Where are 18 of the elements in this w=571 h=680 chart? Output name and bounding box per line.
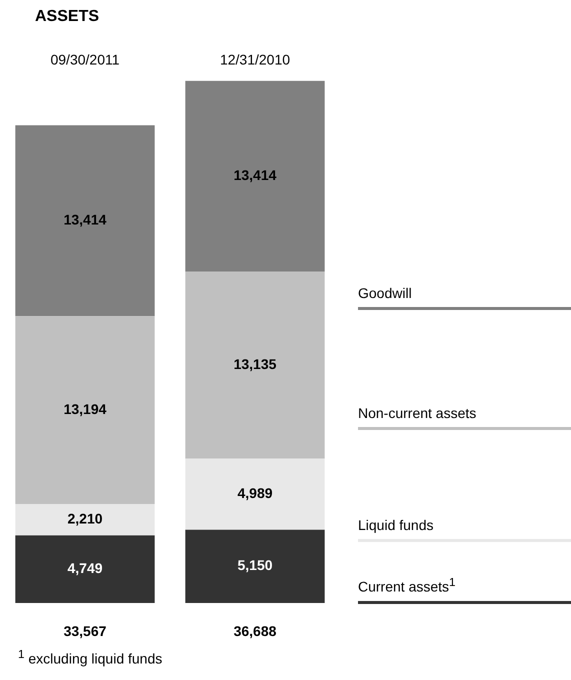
x-tick-label: 09/30/2011 [50,51,120,68]
data-label: 13,194 [64,400,107,417]
total-label: 36,688 [234,622,277,639]
text: Current assets$^{1}$ [358,576,571,604]
data-label: 2,210 [67,510,103,527]
x-tick-label: 12/31/2010 [220,51,290,68]
total-label: 33,567 [64,622,107,639]
text: Liquid funds [358,517,571,542]
data-label: 4,989 [237,485,273,502]
data-label: 5,150 [237,557,273,574]
data-label: 13,414 [234,167,277,184]
chart-title: ASSETS [35,8,100,26]
data-label: 13,135 [234,356,277,372]
data-label: 4,749 [67,560,103,576]
text: Non-current assets [358,405,571,430]
text: Goodwill [358,285,571,310]
text: $^{1}$ excluding liquid funds [18,648,162,667]
data-label: 13,414 [64,212,107,228]
